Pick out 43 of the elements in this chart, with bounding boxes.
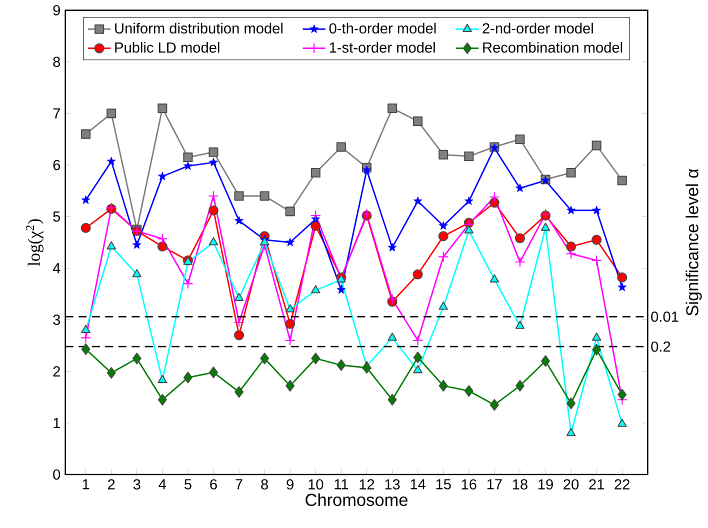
y-tick-label: 6 bbox=[53, 160, 60, 170]
y-tick-label: 7 bbox=[53, 108, 60, 118]
x-tick-label: 12 bbox=[360, 479, 374, 490]
legend-label: 0-th-order model bbox=[329, 22, 436, 34]
x-tick-label: 5 bbox=[184, 479, 192, 490]
x-tick-label: 1 bbox=[82, 479, 90, 490]
x-tick-label: 22 bbox=[614, 479, 630, 490]
y2-axis-title: Significance level α bbox=[686, 168, 702, 316]
x-tick-label: 14 bbox=[410, 479, 426, 490]
y-tick-label: 8 bbox=[53, 56, 60, 67]
legend-label: Uniform distribution model bbox=[115, 22, 282, 34]
legend-label: 1-st-order model bbox=[330, 42, 435, 53]
x-tick-label: 6 bbox=[210, 479, 217, 490]
x-axis-title: Chromosome bbox=[306, 493, 408, 506]
x-tick-label: 3 bbox=[133, 479, 140, 490]
x-tick-label: 21 bbox=[589, 479, 604, 490]
text: 0.2 bbox=[651, 341, 670, 352]
x-tick-label: 10 bbox=[308, 479, 324, 490]
y-tick-label: 3 bbox=[53, 314, 60, 325]
text: 0.01 bbox=[651, 311, 678, 322]
x-tick-label: 20 bbox=[564, 479, 579, 490]
y-tick-label: 5 bbox=[53, 211, 60, 222]
legend-label: 2-nd-order model bbox=[482, 22, 593, 34]
y-axis-title: log(χ$^{2}$) bbox=[26, 219, 44, 266]
x-tick-label: 9 bbox=[286, 479, 294, 490]
y-tick-label: 0 bbox=[53, 469, 60, 480]
y-tick-label: 9 bbox=[53, 5, 60, 16]
y-tick-label: 2 bbox=[53, 366, 60, 376]
x-tick-label: 11 bbox=[334, 479, 348, 490]
y-tick-label: 1 bbox=[54, 418, 60, 428]
legend-label: Recombination model bbox=[483, 42, 622, 53]
x-tick-label: 16 bbox=[462, 479, 476, 490]
x-tick-label: 15 bbox=[436, 479, 451, 490]
x-tick-label: 19 bbox=[538, 479, 553, 490]
x-tick-label: 2 bbox=[108, 479, 115, 490]
x-tick-label: 17 bbox=[487, 479, 502, 490]
x-tick-label: 13 bbox=[385, 479, 400, 490]
x-tick-label: 4 bbox=[158, 479, 166, 490]
legend-label: Public LD model bbox=[115, 42, 220, 53]
y-tick-label: 4 bbox=[52, 263, 60, 274]
x-tick-label: 18 bbox=[512, 479, 528, 490]
x-tick-label: 8 bbox=[261, 479, 268, 490]
x-tick-label: 7 bbox=[236, 479, 242, 490]
